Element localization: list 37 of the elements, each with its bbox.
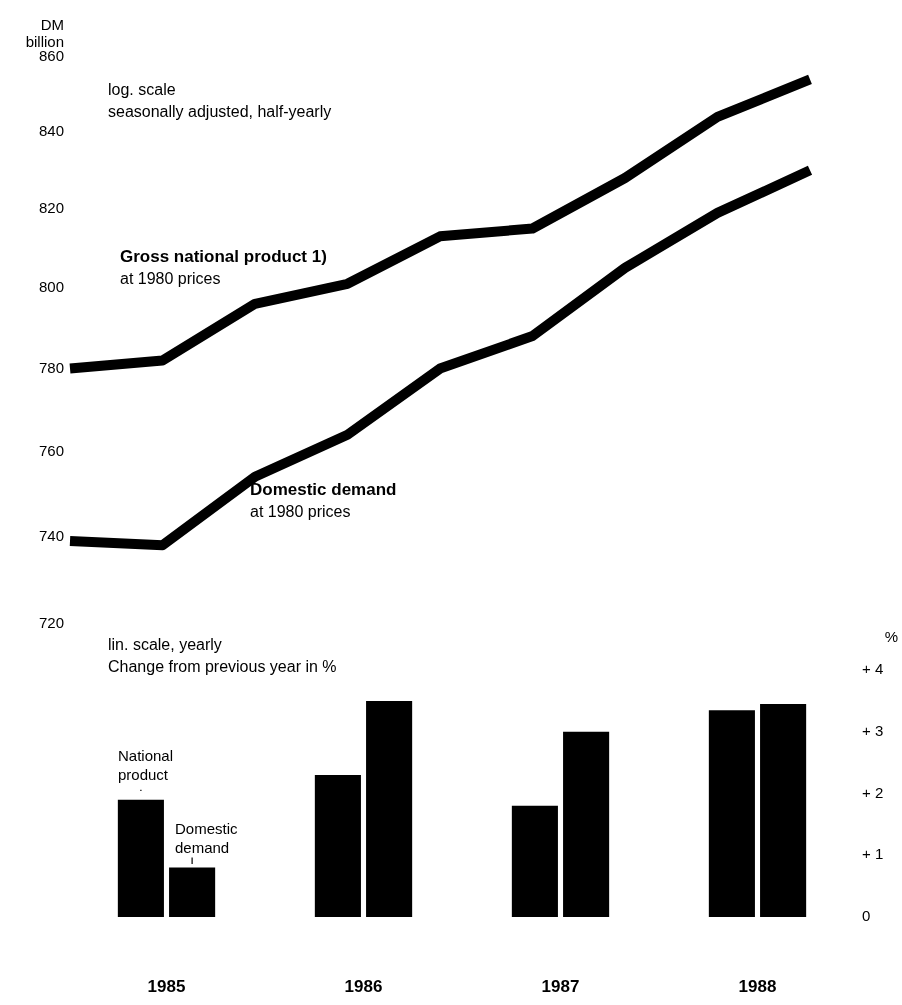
bar (511, 805, 558, 917)
annotation: Change from previous year in % (108, 658, 337, 675)
x-tick-label: 1986 (344, 976, 383, 996)
bar (563, 731, 610, 917)
y-axis-title: DM billion (25, 16, 64, 50)
bar (117, 799, 164, 917)
y2-axis-title: % (884, 628, 898, 645)
x-tick-label: 1988 (738, 976, 777, 996)
series-label: Domestic demand (175, 819, 238, 857)
x-tick-label: 1987 (541, 976, 580, 996)
series-label: National product (118, 746, 174, 784)
y2-tick-label: + 2 (862, 783, 884, 801)
series-label: Domestic demand (250, 480, 397, 500)
text: lin. scale, yearly (108, 636, 222, 653)
bar (760, 703, 807, 917)
y2-tick-label: + 4 (862, 660, 884, 678)
y-tick-label: 840 (38, 122, 64, 140)
y-tick-label: 720 (38, 614, 64, 632)
bar (169, 867, 216, 917)
annotation: seasonally adjusted, half-yearly (108, 103, 332, 120)
y-tick-label: 740 (38, 526, 64, 544)
y-tick-label: 860 (38, 47, 64, 65)
bar (708, 710, 755, 917)
y-tick-label: 780 (38, 358, 64, 376)
y-tick-label: 800 (38, 277, 64, 295)
series-label: Gross national product 1) (120, 247, 327, 267)
y-tick-label: 760 (38, 441, 64, 459)
y2-tick-label: + 3 (862, 721, 884, 739)
y-tick-label: 820 (38, 199, 64, 217)
y2-tick-label: 0 (862, 907, 871, 925)
x-tick-label: 1985 (147, 976, 186, 996)
annotation: at 1980 prices (120, 270, 221, 287)
y2-tick-label: + 1 (862, 845, 884, 863)
bar (366, 700, 413, 917)
bar (314, 774, 361, 917)
annotation: log. scale (108, 81, 176, 98)
annotation: at 1980 prices (250, 503, 351, 520)
